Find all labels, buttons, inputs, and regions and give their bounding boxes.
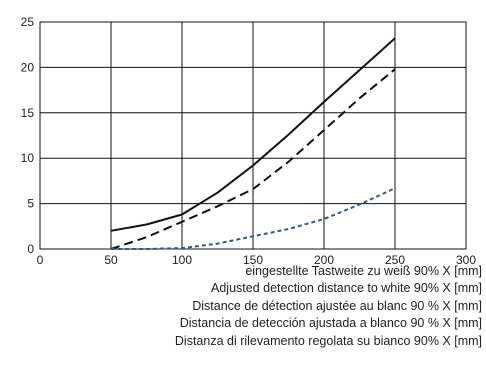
series-line-2-dashed [110, 68, 396, 250]
y-tick-label-10: 10 [21, 151, 35, 165]
x-tick-label-100: 100 [172, 253, 192, 267]
x-tick-label-0: 0 [37, 253, 44, 267]
y-tick-labels: 0 5 10 15 20 25 [21, 15, 35, 256]
x-axis-label-block: eingestellte Tastweite zu weiß 90% X [mm… [175, 263, 482, 350]
x-tick-label-50: 50 [104, 253, 118, 267]
plot-frame [39, 21, 467, 250]
grid [40, 22, 466, 249]
x-axis-label-fr: Distance de détection ajustée au blanc 9… [192, 298, 482, 313]
y-tick-label-5: 5 [27, 197, 34, 211]
x-tick-label-250: 250 [385, 253, 405, 267]
x-tick-label-150: 150 [243, 253, 263, 267]
series-line-3-dotted [111, 187, 396, 250]
x-tick-label-300: 300 [456, 253, 476, 267]
x-axis-label-es: Distancia de detección ajustada a blanco… [179, 316, 482, 331]
y-tick-label-15: 15 [21, 106, 35, 120]
x-tick-labels: 0 50 100 150 200 250 300 [37, 253, 477, 267]
x-axis-label-de: eingestellte Tastweite zu weiß 90% X [mm… [245, 264, 482, 278]
x-axis-label-it: Distanza di rilevamento regolata su bian… [174, 333, 482, 348]
x-axis-label-en: Adjusted detection distance to white 90%… [211, 281, 482, 296]
series-layer [110, 37, 396, 250]
series-line-1-solid [110, 37, 396, 232]
x-tick-label-200: 200 [314, 253, 334, 267]
y-tick-label-20: 20 [21, 60, 35, 74]
y-tick-label-0: 0 [27, 242, 34, 256]
y-tick-label-25: 25 [21, 15, 35, 29]
